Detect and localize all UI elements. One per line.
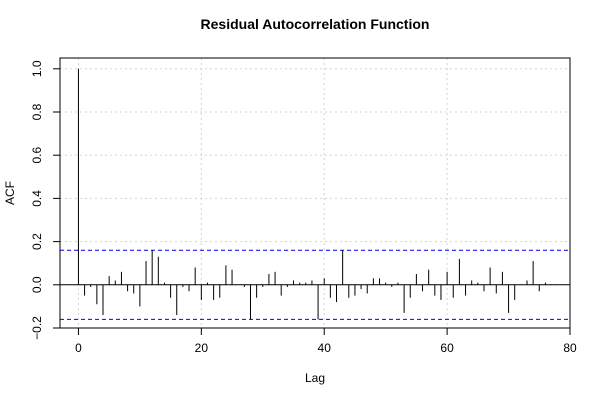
x-tick-label: 0 (75, 341, 82, 355)
y-tick-label: 0.2 (30, 233, 44, 250)
acf-bars (77, 68, 546, 320)
y-tick-label: −0.2 (30, 316, 44, 340)
x-tick-label: 40 (318, 341, 332, 355)
chart-title: Residual Autocorrelation Function (201, 16, 430, 32)
x-tick-label: 20 (195, 341, 209, 355)
y-tick-label: 0.4 (30, 190, 44, 207)
y-tick-label: 1.0 (30, 60, 44, 77)
confidence-bounds (60, 249, 570, 320)
y-tick-label: 0.8 (30, 103, 44, 120)
y-axis: −0.2 0.0 0.2 0.4 0.6 0.8 1.0 (30, 60, 61, 340)
x-tick-label: 60 (440, 341, 454, 355)
x-tick-label: 80 (563, 341, 577, 355)
grid (60, 58, 571, 329)
x-axis: 0 20 40 60 80 (75, 327, 577, 355)
y-tick-label: 0.0 (30, 276, 44, 293)
plot-frame (59, 57, 571, 329)
y-tick-label: 0.6 (30, 147, 44, 164)
y-axis-label: ACF (3, 181, 17, 205)
x-axis-label: Lag (305, 371, 325, 385)
